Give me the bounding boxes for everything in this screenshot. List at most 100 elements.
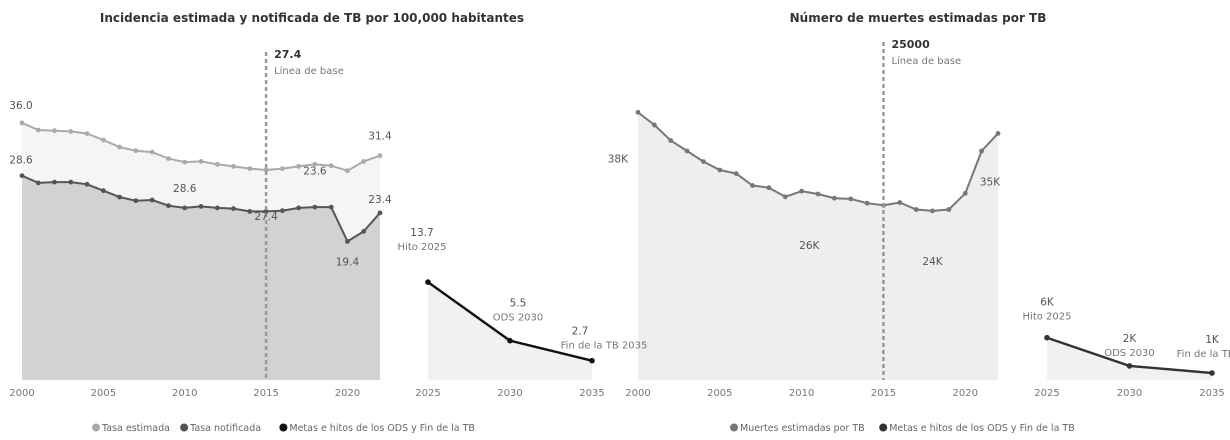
incidence-targets-plot: 2025 2030 2035 13.7 Hito 2025 5.5 ODS 2030 2.7 F… bbox=[398, 227, 648, 399]
target-value-label: 13.7 bbox=[410, 227, 433, 239]
data-point bbox=[35, 180, 41, 186]
legend-label: Tasa estimada bbox=[101, 423, 170, 434]
targets-area bbox=[1047, 337, 1212, 380]
data-label: 23.6 bbox=[303, 165, 327, 177]
deaths-chart: Número de muertes estimadas por TB 25000… bbox=[608, 11, 1230, 434]
legend-marker bbox=[279, 423, 288, 432]
data-point bbox=[231, 164, 236, 169]
legend-marker bbox=[879, 423, 888, 432]
target-value-label: 5.5 bbox=[510, 298, 527, 310]
data-point bbox=[946, 207, 952, 212]
data-point bbox=[979, 148, 984, 154]
baseline-label: Línea de base bbox=[891, 55, 961, 67]
deaths-legend: Muertes estimadas por TB Metas e hitos de… bbox=[730, 423, 1075, 434]
legend-label: Metas e hitos de los ODS y Fin de la TB bbox=[889, 423, 1075, 434]
target-value-label: 1K bbox=[1205, 334, 1220, 346]
target-point bbox=[589, 357, 595, 364]
target-name-label: ODS 2030 bbox=[493, 313, 544, 324]
x-tick-label: 2010 bbox=[172, 388, 197, 399]
data-label: 23.4 bbox=[368, 194, 392, 206]
x-tick-label: 2005 bbox=[91, 388, 116, 399]
target-x-tick-label: 2035 bbox=[579, 388, 604, 399]
data-point bbox=[19, 120, 25, 126]
data-point bbox=[312, 204, 318, 210]
data-point bbox=[296, 205, 301, 211]
data-label: 27.4 bbox=[254, 211, 278, 223]
target-x-tick-label: 2030 bbox=[497, 388, 522, 399]
data-point bbox=[68, 129, 74, 134]
data-point bbox=[815, 191, 821, 197]
data-point bbox=[361, 229, 367, 234]
data-label: 35K bbox=[980, 176, 1001, 188]
data-point bbox=[684, 148, 690, 154]
data-point bbox=[799, 188, 804, 194]
data-point bbox=[280, 208, 285, 214]
data-point bbox=[995, 131, 1001, 136]
data-point bbox=[328, 204, 334, 210]
data-label: 28.6 bbox=[173, 183, 197, 195]
data-label: 28.6 bbox=[9, 155, 33, 167]
target-value-label: 6K bbox=[1040, 297, 1055, 309]
data-point bbox=[166, 203, 171, 209]
data-point bbox=[35, 127, 41, 133]
data-label: 26K bbox=[799, 240, 820, 252]
target-name-label: Hito 2025 bbox=[1023, 312, 1072, 323]
data-point bbox=[247, 209, 253, 214]
data-point bbox=[652, 122, 657, 128]
data-point bbox=[182, 205, 188, 211]
data-point bbox=[133, 198, 139, 204]
legend-label: Tasa notificada bbox=[189, 423, 261, 434]
data-point bbox=[717, 167, 723, 173]
target-x-tick-label: 2030 bbox=[1117, 388, 1142, 399]
series-area bbox=[22, 175, 380, 380]
deaths-main-plot: 25000 Línea de base 2000 2005 2010 2015 2020 38… bbox=[608, 38, 1001, 399]
data-point bbox=[864, 200, 870, 206]
data-point bbox=[214, 205, 220, 211]
x-tick-label: 2020 bbox=[953, 388, 978, 399]
x-tick-label: 2020 bbox=[335, 388, 360, 399]
x-tick-label: 2005 bbox=[707, 388, 732, 399]
x-tick-label: 2015 bbox=[253, 388, 278, 399]
target-x-tick-label: 2025 bbox=[415, 388, 440, 399]
data-point bbox=[84, 131, 90, 137]
data-point bbox=[231, 206, 236, 212]
targets-area bbox=[428, 282, 592, 380]
data-point bbox=[52, 128, 57, 134]
x-tick-label: 2010 bbox=[789, 388, 814, 399]
data-point bbox=[296, 164, 301, 169]
x-tick-label: 2000 bbox=[625, 388, 650, 399]
data-point bbox=[117, 144, 122, 150]
data-point bbox=[68, 179, 74, 185]
series-area bbox=[22, 122, 380, 381]
data-point bbox=[101, 188, 106, 194]
data-point bbox=[345, 239, 350, 244]
data-label: 36.0 bbox=[9, 100, 32, 112]
data-point bbox=[361, 159, 367, 164]
data-point bbox=[848, 196, 854, 202]
legend-label: Muertes estimadas por TB bbox=[740, 423, 865, 434]
target-name-label: ODS 2030 bbox=[1104, 348, 1155, 359]
data-point bbox=[782, 194, 788, 200]
target-point bbox=[1209, 370, 1215, 376]
data-point bbox=[913, 207, 919, 212]
deaths-chart-title: Número de muertes estimadas por TB bbox=[790, 11, 1047, 25]
data-label: 38K bbox=[608, 153, 629, 165]
baseline-value: 25000 bbox=[891, 38, 930, 51]
data-point bbox=[149, 197, 155, 203]
target-point bbox=[1126, 363, 1133, 369]
data-label: 31.4 bbox=[368, 131, 392, 143]
data-point bbox=[345, 168, 350, 174]
target-value-label: 2.7 bbox=[572, 326, 589, 338]
data-label: 24K bbox=[922, 256, 943, 268]
baseline-value: 27.4 bbox=[274, 48, 301, 61]
data-point bbox=[101, 137, 106, 143]
data-point bbox=[247, 166, 253, 172]
data-point bbox=[214, 161, 220, 167]
incidence-main-plot: 27.4 Línea de base 2000 2005 2010 2015 2020 36.… bbox=[9, 48, 392, 399]
data-point bbox=[133, 148, 139, 154]
deaths-targets-plot: 2025 2030 2035 6K Hito 2025 2K ODS 2030 1K Fin d… bbox=[1023, 297, 1230, 399]
data-point bbox=[377, 153, 383, 159]
incidence-legend: Tasa estimada Tasa notificada Metas e hito… bbox=[92, 423, 475, 434]
legend-label: Metas e hitos de los ODS y Fin de la TB bbox=[289, 423, 475, 434]
